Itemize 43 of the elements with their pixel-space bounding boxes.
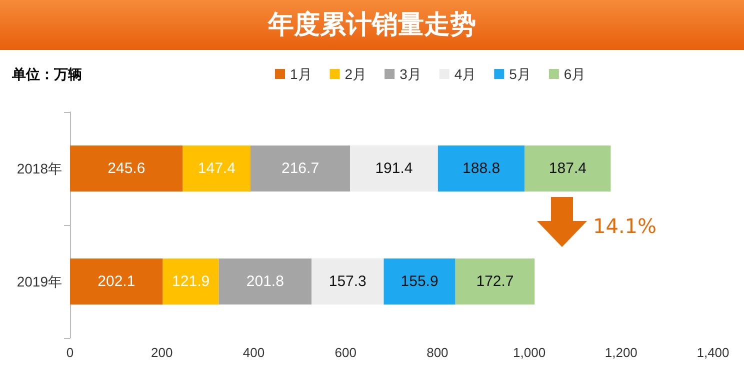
data-label: 216.7: [281, 160, 320, 177]
data-label: 202.1: [98, 273, 136, 290]
x-tick-label: 600: [334, 345, 356, 360]
annotation: 14.1%: [593, 214, 657, 238]
bar: [70, 146, 183, 192]
bar: [218, 258, 312, 304]
data-label: 147.4: [198, 160, 236, 177]
bar: [384, 258, 456, 304]
data-label: 172.7: [476, 273, 514, 290]
x-tick-label: 1,400: [696, 345, 730, 360]
legend-label: 1月: [290, 66, 312, 82]
bar: [250, 146, 350, 192]
data-label: 121.9: [172, 273, 210, 290]
x-tick-label: 1,200: [604, 345, 638, 360]
legend-label: 4月: [454, 66, 476, 82]
bar: [70, 258, 163, 304]
bar: [455, 258, 535, 304]
data-label: 155.9: [400, 273, 438, 290]
data-label: 188.8: [462, 160, 500, 177]
bar: [182, 146, 250, 192]
y-tick-label: 2018年: [16, 160, 62, 176]
text: 单位：万辆: [12, 66, 82, 84]
x-tick-label: 1,000: [513, 345, 546, 360]
legend-label: 2月: [344, 66, 367, 82]
bar: [311, 258, 384, 304]
legend-label: 3月: [400, 66, 422, 82]
x-tick-label: 400: [242, 345, 265, 360]
data-label: 157.3: [328, 273, 366, 290]
bar: [350, 146, 438, 192]
data-label: 201.8: [246, 273, 284, 290]
bar: [162, 258, 219, 304]
x-tick-label: 0: [66, 345, 74, 360]
data-label: 187.4: [548, 160, 586, 177]
x-tick-label: 800: [426, 345, 448, 360]
legend-label: 5月: [509, 66, 531, 82]
data-label: 245.6: [108, 160, 146, 177]
bar: [524, 146, 611, 192]
legend-label: 6月: [564, 66, 586, 82]
bar: [438, 146, 525, 192]
chart-title: 年度累计销量走势: [0, 0, 744, 50]
data-label: 191.4: [375, 160, 413, 177]
y-tick-label: 2019年: [16, 274, 62, 290]
x-tick-label: 200: [151, 345, 173, 360]
